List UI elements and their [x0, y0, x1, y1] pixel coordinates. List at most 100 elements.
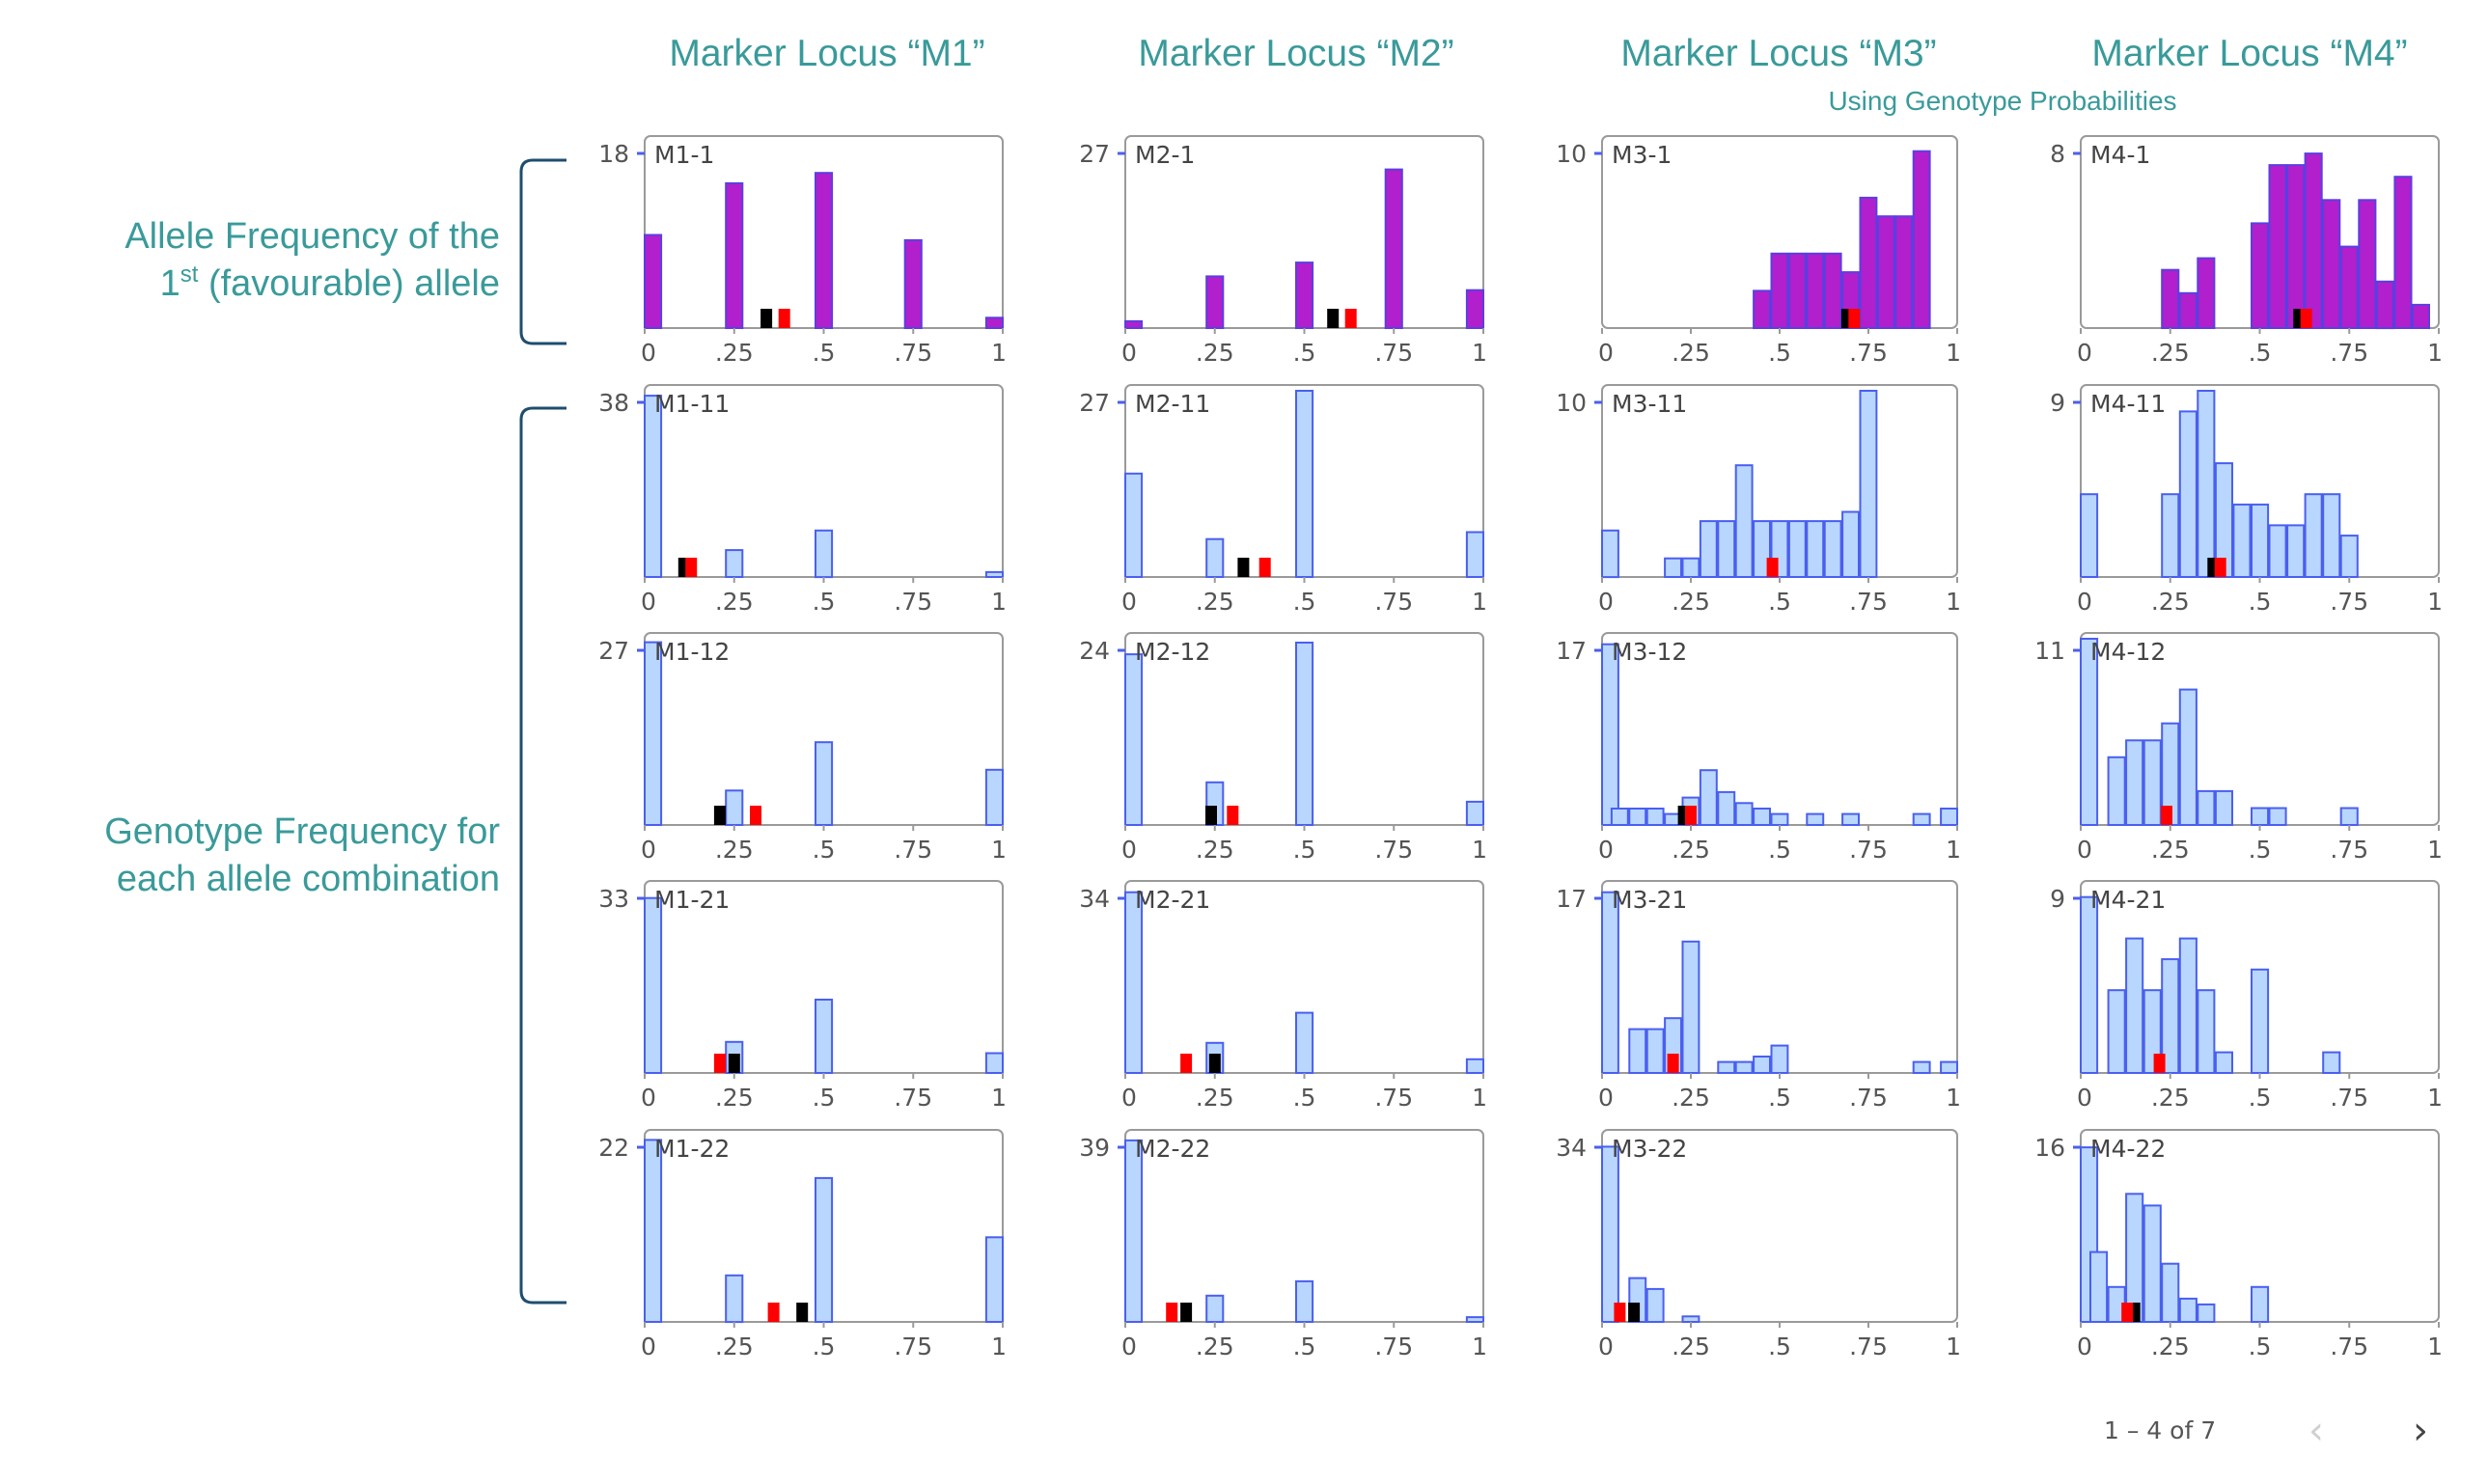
histogram-bar	[2251, 503, 2270, 579]
black-marker	[760, 309, 773, 328]
panel-title: M1-21	[654, 886, 730, 914]
black-marker	[1180, 1303, 1193, 1322]
x-tick-label: 0	[641, 588, 656, 616]
red-marker	[713, 1054, 726, 1073]
panel-title: M4-12	[2090, 638, 2166, 666]
y-max-label: 34	[1556, 1134, 1587, 1162]
pagination-count: 1 – 4 of 7	[2104, 1416, 2217, 1444]
x-tick-label: .25	[1672, 588, 1710, 616]
histogram-bar	[2107, 756, 2126, 826]
panel-title: M2-1	[1135, 141, 1195, 169]
x-tick-label: .25	[1196, 1333, 1234, 1360]
x-tick-label: .75	[894, 1333, 932, 1360]
x-tick-label: .75	[1374, 588, 1413, 616]
genotype-row-label: Genotype Frequency for	[104, 811, 500, 852]
histogram-bar	[1806, 252, 1825, 329]
x-tick-label: .5	[2249, 588, 2272, 616]
panel-title: M4-21	[2090, 886, 2166, 914]
x-tick-label: .75	[1374, 836, 1413, 864]
histogram-bar	[2268, 524, 2287, 579]
histogram-bar	[1465, 531, 1485, 578]
histogram-bar	[2251, 968, 2270, 1074]
histogram-bar	[2251, 1285, 2270, 1324]
black-marker	[1205, 806, 1217, 825]
x-tick-label: 0	[2077, 339, 2092, 367]
histogram-bar	[2214, 1051, 2233, 1074]
x-tick-label: .75	[2330, 588, 2368, 616]
x-tick-label: .5	[2249, 1084, 2272, 1112]
column-note: Using Genotype Probabilities	[1828, 86, 2176, 116]
histogram-bar	[2304, 152, 2323, 329]
histogram-bar	[2125, 937, 2144, 1074]
red-marker	[2161, 806, 2172, 825]
histogram-bar	[2178, 1297, 2198, 1324]
red-marker	[1614, 1303, 1626, 1322]
allele-row-label-2: 1st (favourable) allele	[160, 261, 500, 304]
red-marker	[1180, 1054, 1193, 1073]
histogram-bar	[644, 641, 663, 826]
histogram-bar	[1628, 1028, 1647, 1074]
y-max-label: 24	[1079, 637, 1110, 665]
histogram-bar	[815, 1176, 834, 1324]
panel-title: M4-22	[2090, 1135, 2166, 1163]
histogram-bar	[984, 316, 1005, 329]
x-tick-label: .5	[1293, 836, 1316, 864]
x-tick-label: .25	[2151, 836, 2190, 864]
histogram-bar	[644, 395, 663, 578]
y-max-label: 18	[598, 140, 629, 168]
x-tick-label: .75	[1374, 1084, 1413, 1112]
x-tick-label: .25	[1672, 1333, 1710, 1360]
panel-title: M3-12	[1612, 638, 1687, 666]
x-tick-label: .25	[1672, 1084, 1710, 1112]
red-marker	[2121, 1303, 2134, 1322]
genotype-row-label-2: each allele combination	[117, 859, 500, 899]
chevron-right-icon[interactable]: ›	[2413, 1409, 2428, 1453]
chevron-left-icon[interactable]: ‹	[2308, 1409, 2324, 1453]
histogram-bar	[1823, 520, 1842, 578]
histogram-bar	[725, 181, 744, 329]
x-tick-label: .75	[2330, 1333, 2368, 1360]
histogram-bar	[2286, 164, 2306, 329]
x-tick-label: 1	[1472, 836, 1487, 864]
histogram-bar	[2232, 503, 2252, 579]
x-tick-label: .5	[813, 1084, 836, 1112]
x-tick-label: .5	[2249, 339, 2272, 367]
histogram-bar	[815, 741, 834, 827]
x-tick-label: 0	[2077, 1333, 2092, 1360]
x-tick-label: .75	[1849, 1333, 1888, 1360]
histogram-bar	[2375, 280, 2394, 330]
histogram-bar	[1806, 812, 1825, 826]
x-tick-label: 0	[1598, 588, 1614, 616]
histogram-bar	[1787, 520, 1807, 578]
histogram-bar	[1681, 1315, 1700, 1324]
panel-title: M4-11	[2090, 390, 2166, 418]
histogram-bar	[2214, 789, 2233, 827]
histogram-bar	[1465, 1058, 1485, 1075]
x-tick-label: 1	[991, 588, 1007, 616]
y-max-label: 38	[598, 389, 629, 417]
histogram-bar	[815, 172, 834, 329]
histogram-bar	[1124, 653, 1144, 826]
histogram-bar	[1753, 289, 1771, 329]
x-tick-label: .75	[2330, 836, 2368, 864]
histogram-bar	[1295, 642, 1314, 826]
x-tick-label: .5	[1768, 1084, 1791, 1112]
histogram-bar	[1841, 510, 1860, 578]
black-marker	[728, 1054, 740, 1073]
histogram-bar	[1601, 643, 1619, 827]
x-tick-label: .75	[1849, 588, 1888, 616]
histogram-bar	[1912, 812, 1931, 826]
histogram-bar	[2142, 1204, 2162, 1324]
red-marker	[1166, 1303, 1178, 1322]
histogram-bar	[903, 238, 923, 329]
histogram-bar	[2197, 390, 2216, 578]
histogram-bar	[984, 570, 1005, 579]
histogram-bar	[644, 896, 663, 1075]
x-tick-label: 1	[991, 1084, 1007, 1112]
histogram-bar	[1681, 940, 1700, 1074]
allele-bracket	[519, 158, 567, 345]
column-title: Marker Locus “M4”	[2091, 33, 2407, 74]
x-tick-label: 1	[2427, 1333, 2443, 1360]
histogram-bar	[2142, 739, 2162, 826]
x-tick-label: .75	[2330, 339, 2368, 367]
